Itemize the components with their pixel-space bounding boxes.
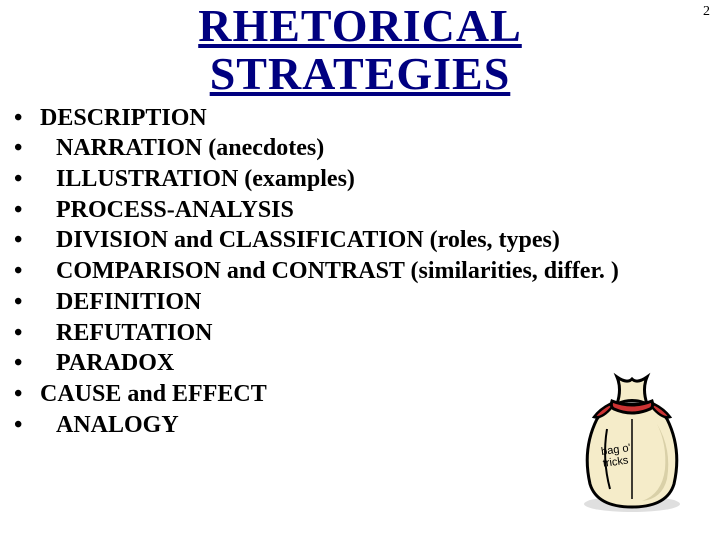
bag-icon bbox=[562, 349, 702, 514]
list-item: DIVISION and CLASSIFICATION (roles, type… bbox=[14, 225, 720, 256]
list-item-text: PARADOX bbox=[56, 350, 174, 376]
page-number: 2 bbox=[703, 4, 710, 20]
title-line-1: RHETORICAL bbox=[198, 0, 522, 51]
list-item-text: ILLUSTRATION (examples) bbox=[56, 166, 355, 192]
list-item: ILLUSTRATION (examples) bbox=[14, 164, 720, 195]
list-item: REFUTATION bbox=[14, 318, 720, 349]
list-item-text: DEFINITION bbox=[56, 289, 201, 315]
list-item-text: CAUSE and EFFECT bbox=[40, 381, 267, 407]
list-item-text: PROCESS-ANALYSIS bbox=[56, 197, 294, 223]
list-item: DEFINITION bbox=[14, 287, 720, 318]
list-item-text: DESCRIPTION bbox=[40, 105, 207, 131]
list-item-text: NARRATION (anecdotes) bbox=[56, 135, 324, 161]
list-item-text: COMPARISON and CONTRAST (similarities, d… bbox=[56, 258, 619, 284]
list-item-text: DIVISION and CLASSIFICATION (roles, type… bbox=[56, 227, 560, 253]
list-item-text: REFUTATION bbox=[56, 320, 212, 346]
list-item: PROCESS-ANALYSIS bbox=[14, 195, 720, 226]
title-line-2: STRATEGIES bbox=[210, 48, 511, 99]
slide-title: RHETORICAL STRATEGIES bbox=[0, 0, 720, 99]
bag-of-tricks-image: bag o' tricks bbox=[562, 349, 702, 514]
list-item: COMPARISON and CONTRAST (similarities, d… bbox=[14, 256, 720, 287]
list-item-text: ANALOGY bbox=[56, 412, 179, 438]
list-item: NARRATION (anecdotes) bbox=[14, 133, 720, 164]
bag-label: bag o' tricks bbox=[601, 443, 634, 470]
list-item: DESCRIPTION bbox=[14, 103, 720, 134]
